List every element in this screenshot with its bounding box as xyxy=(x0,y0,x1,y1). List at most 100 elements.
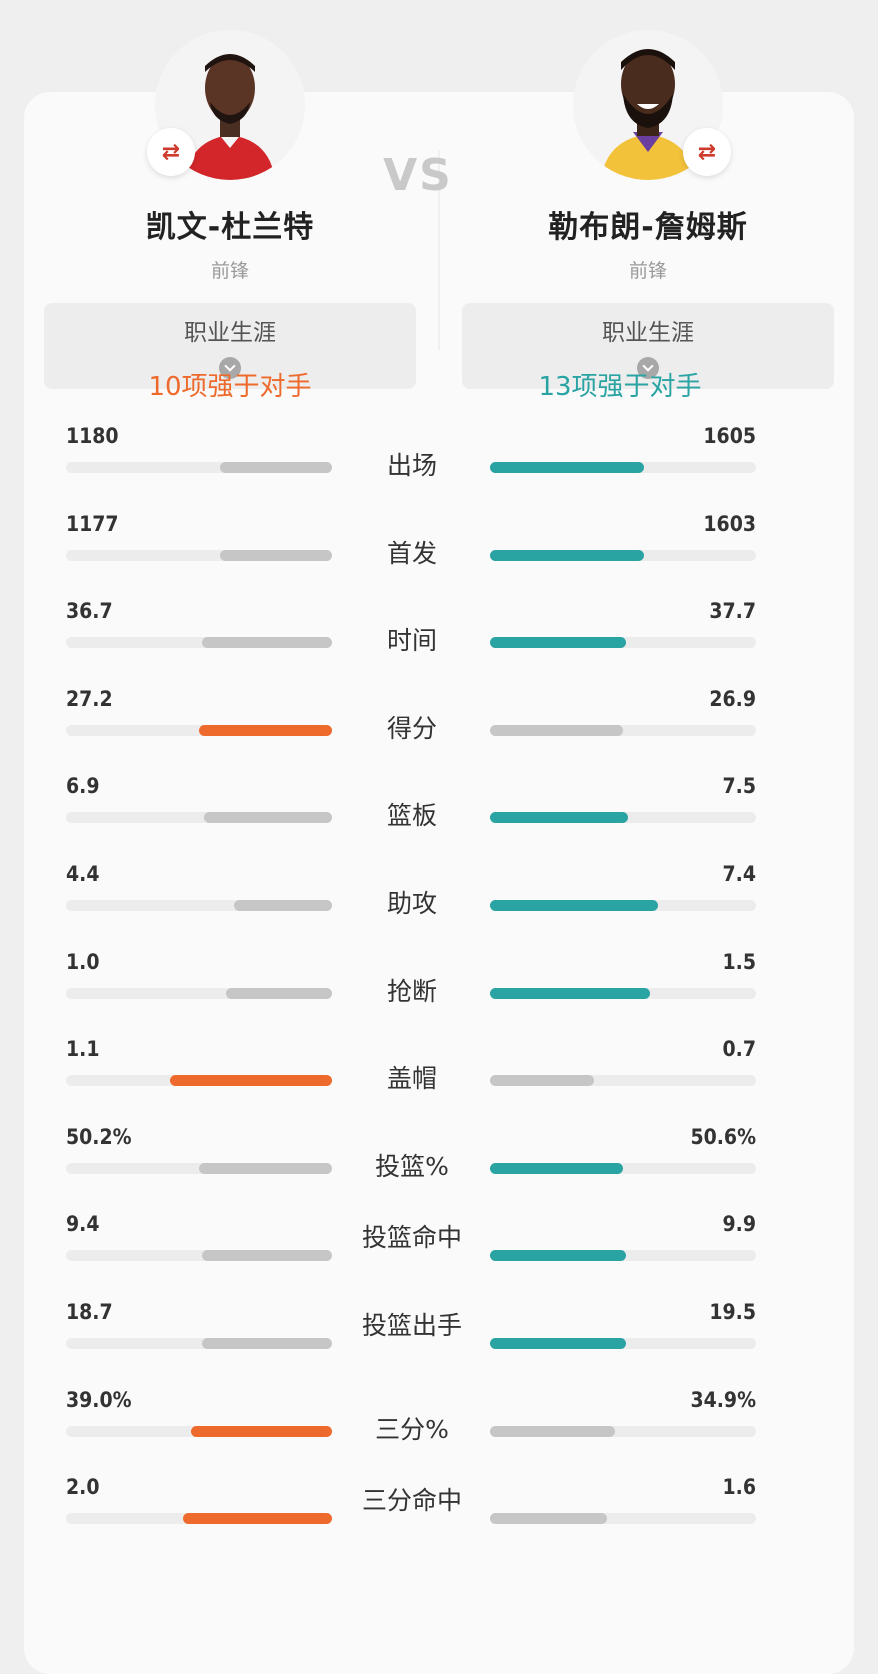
stat-right-bar-fill xyxy=(490,1513,608,1525)
stat-right-bar-track xyxy=(490,1425,756,1437)
stat-right-bar-track xyxy=(490,462,756,473)
stat-right-value: 9.9 xyxy=(722,1212,756,1237)
stat-left-bar-fill xyxy=(183,1513,332,1525)
stat-right-value: 1.6 xyxy=(722,1475,756,1500)
stat-left-bar-track xyxy=(66,1250,332,1262)
stat-left-bar-track xyxy=(66,637,332,649)
stat-right-value: 37.7 xyxy=(709,599,756,624)
scope-select-left[interactable]: 职业生涯 xyxy=(44,303,416,389)
chevron-down-icon xyxy=(219,357,241,379)
stat-label: 抢断 xyxy=(386,976,437,1006)
stat-left-bar-track xyxy=(66,549,332,561)
stat-left-value: 27.2 xyxy=(66,686,113,711)
stat-right-value: 19.5 xyxy=(709,1299,756,1324)
stat-right-value: 1605 xyxy=(703,424,756,448)
stat-row: 9.4 9.9 投篮命中 xyxy=(0,1208,878,1296)
stat-left-value: 1177 xyxy=(66,511,119,536)
stat-label: 投篮% xyxy=(375,1151,449,1181)
stat-left-value: 1.1 xyxy=(66,1037,100,1062)
stat-row: 1177 1603 首发 xyxy=(0,508,878,596)
stat-label: 得分 xyxy=(386,713,437,743)
stat-left-bar-track xyxy=(66,724,332,736)
stat-left-bar-fill xyxy=(233,899,332,911)
stat-right-bar-track xyxy=(490,1250,756,1262)
stat-left-bar-track xyxy=(66,899,332,911)
stat-left-value: 36.7 xyxy=(66,599,113,624)
stat-right-bar-fill xyxy=(490,637,626,649)
swap-icon-right[interactable]: ⇄ xyxy=(683,128,731,176)
stat-right-bar-track xyxy=(490,1162,756,1174)
stat-left-value: 1.0 xyxy=(66,949,100,974)
stat-left-value: 4.4 xyxy=(66,861,100,886)
stat-row: 1180 1605 出场 xyxy=(0,420,878,508)
stat-left-bar-fill xyxy=(204,812,332,824)
stat-row: 36.7 37.7 时间 xyxy=(0,595,878,683)
stat-label: 盖帽 xyxy=(386,1064,437,1094)
stat-left-bar-track xyxy=(66,1337,332,1349)
summary-right: 13项强于对手 xyxy=(538,372,702,402)
scope-select-right[interactable]: 职业生涯 xyxy=(462,303,834,389)
top-strip xyxy=(0,0,878,22)
stat-row: 18.7 19.5 投篮出手 xyxy=(0,1296,878,1384)
stat-left-bar-fill xyxy=(199,724,332,736)
stat-left-value: 9.4 xyxy=(66,1212,100,1237)
player-left-position: 前锋 xyxy=(210,260,249,282)
stat-right-bar-fill xyxy=(490,549,645,561)
stat-right-bar-fill xyxy=(490,1425,616,1437)
stat-right-bar-fill xyxy=(490,1162,623,1174)
stat-label: 时间 xyxy=(386,626,437,656)
stat-right-value: 0.7 xyxy=(722,1037,756,1062)
stat-label: 三分% xyxy=(375,1414,449,1444)
stat-left-bar-fill xyxy=(220,549,332,561)
player-left-photo xyxy=(155,30,305,180)
stat-label: 三分命中 xyxy=(361,1486,462,1516)
stat-left-value: 2.0 xyxy=(66,1475,100,1500)
stat-right-value: 7.4 xyxy=(722,861,756,886)
stat-right-bar-track xyxy=(490,549,756,561)
stat-right-bar-fill xyxy=(490,987,650,999)
stat-row: 6.9 7.5 篮板 xyxy=(0,770,878,858)
stat-left-bar-track xyxy=(66,1425,332,1437)
player-right: ⇄ 勒布朗-詹姆斯 前锋 职业生涯 xyxy=(458,30,838,389)
stat-left-bar-fill xyxy=(191,1425,332,1437)
stat-left-bar-track xyxy=(66,1075,332,1087)
stat-right-bar-track xyxy=(490,724,756,736)
stat-right-bar-track xyxy=(490,1337,756,1349)
stat-right-value: 7.5 xyxy=(722,774,756,799)
stat-row: 1.0 1.5 抢断 xyxy=(0,946,878,1034)
swap-icon-left[interactable]: ⇄ xyxy=(147,128,195,176)
stats-list: 1180 1605 出场 1177 1603 首发 36.7 37.7 时间 27.2 26.9 得分… xyxy=(0,420,878,1559)
header-divider xyxy=(438,150,440,350)
stat-right-bar-fill xyxy=(490,1075,594,1087)
stat-right-bar-track xyxy=(490,812,756,824)
stat-label: 出场 xyxy=(386,451,437,480)
stat-left-value: 1180 xyxy=(66,424,119,448)
scope-label-right: 职业生涯 xyxy=(602,320,694,346)
stat-left-bar-fill xyxy=(220,462,332,473)
scope-label-left: 职业生涯 xyxy=(184,320,276,346)
player-right-position: 前锋 xyxy=(628,260,667,282)
player-left-avatar-wrap: ⇄ xyxy=(147,30,305,180)
stat-left-bar-fill xyxy=(201,1250,332,1262)
stat-right-value: 1.5 xyxy=(722,949,756,974)
summary-left: 10项强于对手 xyxy=(148,372,312,402)
stat-label: 投篮出手 xyxy=(361,1310,462,1340)
stat-right-bar-fill xyxy=(490,812,629,824)
stat-right-bar-track xyxy=(490,899,756,911)
player-left: ⇄ 凯文-杜兰特 前锋 职业生涯 xyxy=(40,30,420,389)
stat-right-value: 34.9% xyxy=(690,1387,756,1412)
stat-left-bar-fill xyxy=(169,1075,332,1087)
stat-label: 首发 xyxy=(386,538,437,568)
stat-left-bar-fill xyxy=(201,1337,332,1349)
stat-left-bar-fill xyxy=(199,1162,332,1174)
player-right-name: 勒布朗-詹姆斯 xyxy=(548,210,748,245)
stat-row: 2.0 1.6 三分命中 xyxy=(0,1471,878,1559)
stat-left-value: 6.9 xyxy=(66,774,100,799)
player-right-avatar-wrap: ⇄ xyxy=(573,30,731,180)
stat-right-bar-track xyxy=(490,1075,756,1087)
vs-label: VS xyxy=(383,150,453,201)
stat-right-bar-fill xyxy=(490,724,623,736)
stat-right-bar-track xyxy=(490,637,756,649)
stat-left-bar-fill xyxy=(201,637,332,649)
player-left-avatar[interactable] xyxy=(155,30,305,180)
